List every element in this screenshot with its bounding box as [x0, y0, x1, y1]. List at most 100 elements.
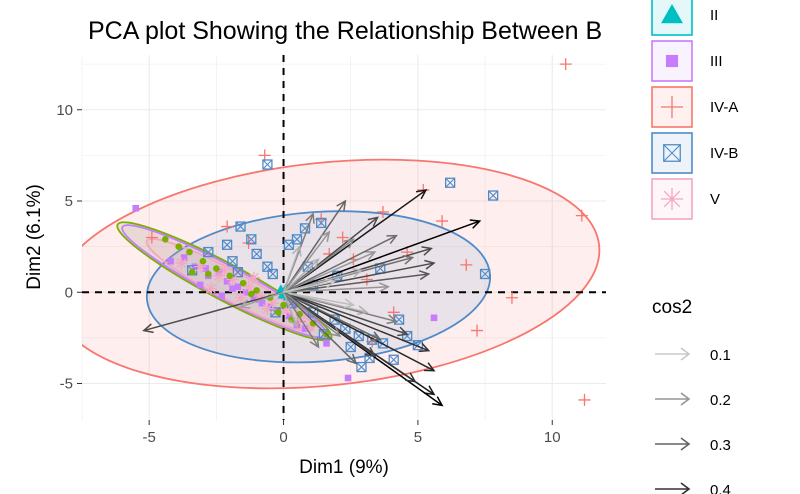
arrow-shaft [282, 246, 301, 293]
point-iv-b [444, 177, 456, 188]
circle-shape [186, 248, 193, 256]
box-shape [299, 223, 311, 234]
point-v [194, 260, 207, 273]
circle-shape [188, 268, 196, 276]
arrow-head [367, 216, 379, 227]
box-cross-shape [292, 234, 302, 245]
square-shape [323, 340, 330, 347]
arrow-head [418, 342, 431, 353]
square-shape [196, 281, 204, 289]
square-shape [223, 278, 231, 285]
arrow-shaft [282, 200, 346, 293]
circle-shape [253, 287, 260, 294]
point-iv-b [345, 341, 356, 353]
arrow-shaft [240, 291, 284, 308]
star-shape [226, 273, 239, 286]
variable-arrow [283, 291, 382, 341]
arrow-head [238, 299, 251, 309]
box-shape [262, 159, 273, 170]
legend-item-iv-a: IV-A [651, 86, 738, 128]
arrow-shaft [283, 258, 319, 293]
cos2-legend-item: 0.4 [655, 482, 731, 494]
box-shape [388, 354, 399, 365]
x-axis-title: Dim1 (9%) [299, 457, 389, 478]
legend-marker [665, 54, 679, 68]
cos2-legend-item: 0.1 [655, 347, 731, 364]
box-shape [316, 217, 327, 229]
point-iii [430, 314, 438, 322]
cos2-legend-label: 0.2 [710, 392, 731, 409]
point-iii [223, 278, 231, 285]
box-shape [487, 190, 499, 201]
cross-shape [661, 96, 683, 118]
point-v [247, 271, 260, 284]
box-shape [291, 234, 303, 245]
point-iv-b [356, 361, 367, 373]
arrow-head [308, 258, 320, 270]
cross-shape [578, 393, 591, 406]
cross-shape [575, 209, 588, 222]
point-iv-a [436, 215, 449, 228]
variable-arrow [283, 234, 398, 293]
arrow-head [418, 270, 431, 281]
variable-arrows [142, 189, 482, 407]
circle-shape [199, 257, 207, 265]
cos2-arrow-head [680, 347, 691, 361]
box-shape [232, 267, 244, 278]
circle-shape [274, 309, 282, 316]
point-iv-a [505, 291, 518, 304]
arrow-shaft [283, 269, 362, 293]
axes: -5 0 5 10 -5 0 5 10 [56, 102, 560, 446]
arrow-shaft [283, 291, 429, 352]
point-iii [344, 374, 352, 382]
box-shape [251, 248, 262, 260]
x-tick-label: 0 [279, 429, 287, 446]
arrow-head [386, 314, 399, 325]
x-tick-label: -5 [143, 429, 156, 446]
point-v [266, 297, 279, 310]
box-cross-shape [267, 269, 278, 279]
arrow-shaft [283, 291, 341, 337]
box-shape [663, 144, 681, 162]
box-shape [356, 361, 367, 373]
variable-arrow [282, 230, 331, 293]
point-iii [250, 294, 258, 302]
point-iv-b [316, 217, 327, 229]
point-unlabeled [226, 272, 234, 280]
arrow-head [305, 212, 315, 224]
variable-arrow [283, 291, 377, 358]
legend-label: II [710, 7, 718, 24]
cos2-legend-label: 0.3 [710, 437, 731, 454]
point-v [242, 280, 255, 293]
point-iii [202, 265, 209, 272]
arrow-head [364, 347, 377, 358]
box-shape [479, 268, 491, 280]
y-tick-label: 5 [65, 193, 73, 210]
point-iv-b [246, 234, 257, 245]
point-iv-a [575, 209, 588, 222]
box-cross-shape [663, 144, 681, 162]
variable-arrow [283, 278, 337, 293]
cross-shape [559, 58, 572, 71]
point-iii [323, 340, 330, 347]
box-shape [267, 268, 278, 280]
point-iv-b [479, 268, 491, 280]
legend-label: III [710, 53, 723, 70]
box-shape [262, 261, 273, 272]
box-shape [203, 246, 214, 258]
circle-shape [204, 270, 212, 278]
point-iv-a [145, 231, 158, 244]
square-shape [344, 374, 352, 382]
point-iv-a [376, 205, 389, 218]
box-cross-shape [251, 249, 262, 259]
square-shape [250, 294, 258, 302]
arrow-head [330, 326, 342, 338]
legend-marker [661, 188, 683, 210]
point-iv-b [291, 234, 303, 245]
cos2-legend-item: 0.2 [655, 392, 731, 409]
point-iii [132, 205, 140, 212]
legend-item-ii: II [651, 0, 718, 36]
cross-shape [460, 258, 473, 271]
arrow-head [432, 396, 444, 407]
